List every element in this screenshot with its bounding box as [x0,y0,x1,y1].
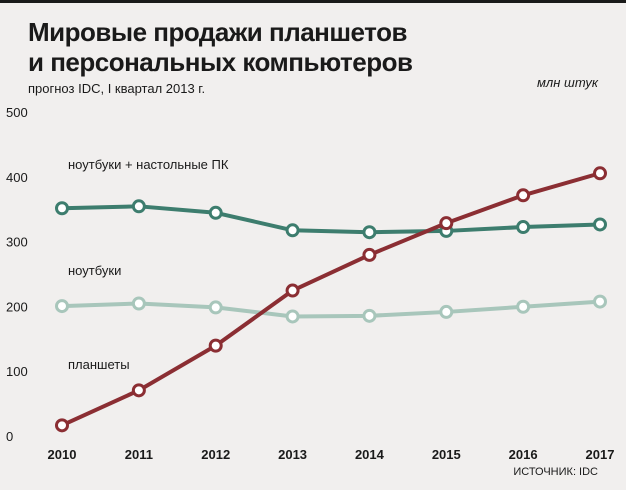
y-tick-label: 400 [6,170,28,185]
data-point [131,199,146,214]
y-tick-label: 200 [6,299,28,314]
x-tick-label: 2017 [586,447,615,462]
data-point [362,225,377,240]
series-line [60,204,602,235]
data-point [208,338,223,353]
data-point [131,383,146,398]
series-label: планшеты [68,357,130,372]
y-tick-label: 300 [6,235,28,250]
data-point [593,217,607,232]
source-note: ИСТОЧНИК: IDC [513,466,598,478]
series-line [60,299,602,319]
data-point [208,300,223,315]
data-point [131,296,146,311]
data-point [439,216,454,231]
data-point [285,223,300,238]
series-label: ноутбуки + настольные ПК [68,157,229,172]
x-tick-label: 2015 [432,447,461,462]
data-point [55,201,69,216]
plot-area: 500 400 300 200 100 0 2010 2011 2012 2013 2014 2015… [6,105,615,462]
data-point [516,299,531,314]
data-point [593,294,607,309]
data-point [55,299,69,314]
data-point [285,309,300,324]
x-tick-label: 2014 [355,447,385,462]
chart-title-line-2: и персональных компьютеров [28,47,413,77]
x-tick-label: 2012 [201,447,230,462]
x-tick-label: 2013 [278,447,307,462]
data-point [516,220,531,235]
chart-subtitle: прогноз IDC, I квартал 2013 г. [28,81,206,96]
chart-title-line-1: Мировые продажи планшетов [28,17,407,47]
x-tick-label: 2010 [48,447,77,462]
data-point [516,188,531,203]
series-label: ноутбуки [68,263,121,278]
chart-title: Мировые продажи планшетов и персональных… [28,17,413,77]
x-tick-label: 2011 [125,447,153,462]
data-point [593,166,607,181]
data-point [439,304,454,319]
series-line [60,171,602,428]
data-point [285,283,300,298]
data-point [362,308,377,323]
data-point [362,247,377,262]
y-tick-label: 0 [6,429,13,444]
y-tick-label: 500 [6,105,28,120]
unit-label: млн штук [537,75,598,90]
data-point [55,418,69,433]
y-tick-label: 100 [6,364,28,379]
x-tick-label: 2016 [509,447,538,462]
data-point [208,205,223,220]
